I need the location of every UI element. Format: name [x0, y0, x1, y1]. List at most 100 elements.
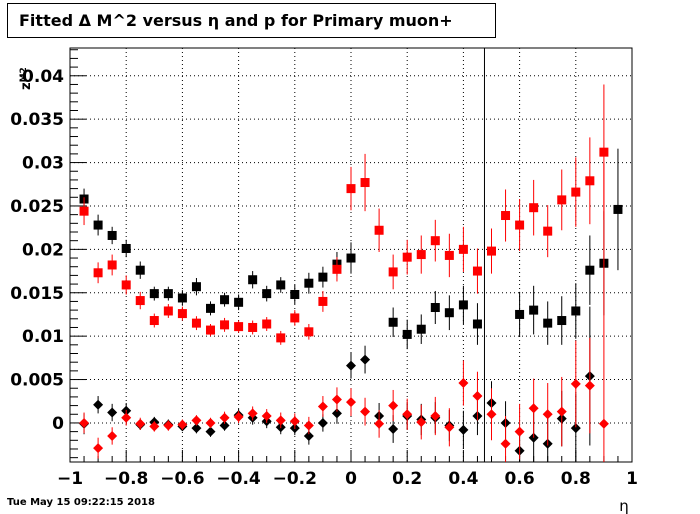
data-point-square [234, 297, 244, 307]
data-point-square [304, 278, 314, 288]
data-point-square [416, 324, 426, 334]
grid [70, 48, 632, 462]
data-point-diamond [233, 411, 244, 422]
data-point-square [262, 319, 272, 329]
data-point-square [304, 327, 314, 337]
data-point-square [613, 204, 623, 214]
data-point-square [107, 260, 117, 270]
data-point-square [163, 306, 173, 316]
data-point-square [149, 316, 159, 326]
data-point-square [360, 178, 370, 188]
data-point-square [149, 289, 159, 299]
x-tick-label: 1 [626, 469, 638, 489]
data-point-diamond [598, 418, 609, 429]
data-point-square [177, 293, 187, 303]
data-point-diamond [219, 412, 230, 423]
x-tick-label: 0.2 [392, 469, 422, 489]
data-point-diamond [205, 426, 216, 437]
data-point-diamond [570, 423, 581, 434]
data-point-diamond [93, 399, 104, 410]
data-point-square [234, 322, 244, 332]
data-point-diamond [79, 417, 90, 428]
data-point-diamond [514, 426, 525, 437]
x-tick-label: 0.6 [505, 469, 535, 489]
data-point-square [262, 289, 272, 299]
data-point-diamond [360, 406, 371, 417]
chart-title: Fitted Δ M^2 versus η and p for Primary … [7, 3, 496, 38]
data-point-square [599, 147, 609, 157]
axes: −1 −0.8 −0.6 −0.4 −0.2 0 0.2 0.4 0.6 0.8 1 0 0.005 0.… [10, 48, 638, 489]
data-point-square [107, 230, 117, 240]
data-point-diamond [303, 430, 314, 441]
data-point-diamond [331, 408, 342, 419]
data-point-diamond [388, 424, 399, 435]
data-point-square [515, 220, 525, 230]
data-point-square [346, 184, 356, 194]
data-point-square [444, 250, 454, 260]
data-point-diamond [556, 406, 567, 417]
data-series [79, 84, 623, 462]
data-point-square [191, 282, 201, 292]
data-point-square [430, 303, 440, 313]
data-point-diamond [430, 411, 441, 421]
x-tick-label: 0.8 [561, 469, 591, 489]
data-point-square [290, 313, 300, 323]
data-point-diamond [360, 354, 371, 365]
data-point-diamond [486, 409, 497, 420]
data-point-diamond [388, 400, 399, 411]
data-point-square [529, 305, 539, 315]
y-tick-label: 0.04 [22, 67, 64, 87]
data-point-diamond [317, 417, 328, 428]
data-point-diamond [289, 416, 300, 427]
data-point-diamond [191, 423, 202, 434]
data-point-square [557, 195, 567, 205]
data-point-diamond [303, 420, 314, 431]
data-point-diamond [500, 438, 511, 449]
data-point-square [121, 243, 131, 253]
data-point-square [276, 280, 286, 290]
data-point-square [402, 329, 412, 339]
data-point-square [318, 296, 328, 306]
y-tick-label: 0.025 [10, 197, 64, 217]
data-point-diamond [149, 421, 160, 432]
data-point-diamond [205, 417, 216, 428]
data-point-square [416, 250, 426, 260]
data-point-square [472, 266, 482, 276]
y-tick-label: 0.005 [10, 371, 64, 391]
data-point-square [248, 322, 258, 332]
data-point-square [430, 236, 440, 246]
data-point-diamond [584, 380, 595, 391]
y-axis-label-main: z [19, 82, 34, 90]
y-tick-label: 0.03 [22, 154, 64, 174]
data-point-square [79, 206, 89, 216]
data-point-diamond [107, 430, 118, 441]
data-point-diamond [177, 419, 188, 430]
x-tick-label: −1 [57, 469, 83, 489]
data-point-square [93, 268, 103, 278]
data-point-square [206, 325, 215, 335]
data-point-square [585, 265, 595, 275]
y-tick-label: 0 [52, 414, 64, 434]
data-point-diamond [219, 420, 230, 431]
y-tick-label: 0.015 [10, 284, 64, 304]
data-point-square [191, 318, 201, 328]
data-point-diamond [458, 424, 469, 435]
data-point-diamond [107, 407, 118, 418]
data-point-square [346, 253, 356, 263]
y-axis-label-text: zM2 [19, 67, 34, 90]
data-point-square [515, 309, 525, 319]
data-point-square [374, 225, 384, 235]
data-point-square [388, 317, 398, 327]
data-point-square [472, 319, 482, 329]
x-tick-label: −0.2 [273, 469, 317, 489]
y-tick-label: 0.01 [22, 327, 64, 347]
x-tick-label: 0 [345, 469, 357, 489]
y-tick-label: 0.035 [10, 110, 64, 130]
data-point-square [571, 187, 581, 197]
data-point-diamond [570, 378, 581, 389]
y-axis-label: zM2 [19, 67, 34, 90]
data-point-diamond [458, 378, 469, 389]
data-point-square [177, 309, 187, 319]
data-point-square [487, 246, 496, 256]
data-point-diamond [93, 443, 104, 454]
